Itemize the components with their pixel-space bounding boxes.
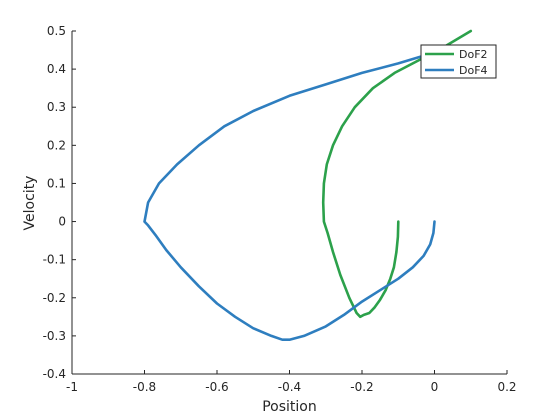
y-axis-label: Velocity [22,176,38,231]
x-tick-label: -0.6 [205,380,228,394]
y-tick-label: 0.2 [47,138,66,152]
x-axis-label: Position [262,399,317,415]
x-tick-label: -0.8 [133,380,156,394]
y-tick-label: 0.5 [47,24,66,38]
x-tick-label: -0.4 [278,380,301,394]
legend-label-dof4: DoF4 [459,64,488,77]
y-tick-label: -0.4 [43,367,66,381]
y-tick-label: 0.1 [47,176,66,190]
series-layer [143,29,473,342]
x-tick-label: -0.2 [350,380,373,394]
axes-layer: -1 -0.8 -0.6 -0.4 -0.2 0 0.2 -0.4 -0.3 -0.2 -0.1 0 0… [43,24,517,394]
y-tick-label: 0.3 [47,100,66,114]
legend-label-dof2: DoF2 [459,48,488,61]
series-line-dof4 [143,50,444,342]
legend-box [420,44,497,79]
legend: DoF2 DoF4 [420,44,497,79]
y-tick-label: 0 [58,215,66,229]
y-tick-label: -0.3 [43,329,66,343]
y-tick-label: 0.4 [47,62,66,76]
y-tick-label: -0.2 [43,291,66,305]
y-tick-label: -0.1 [43,253,66,267]
x-tick-label: -1 [66,380,78,394]
x-tick-label: 0.2 [497,380,516,394]
x-tick-label: 0 [431,380,439,394]
